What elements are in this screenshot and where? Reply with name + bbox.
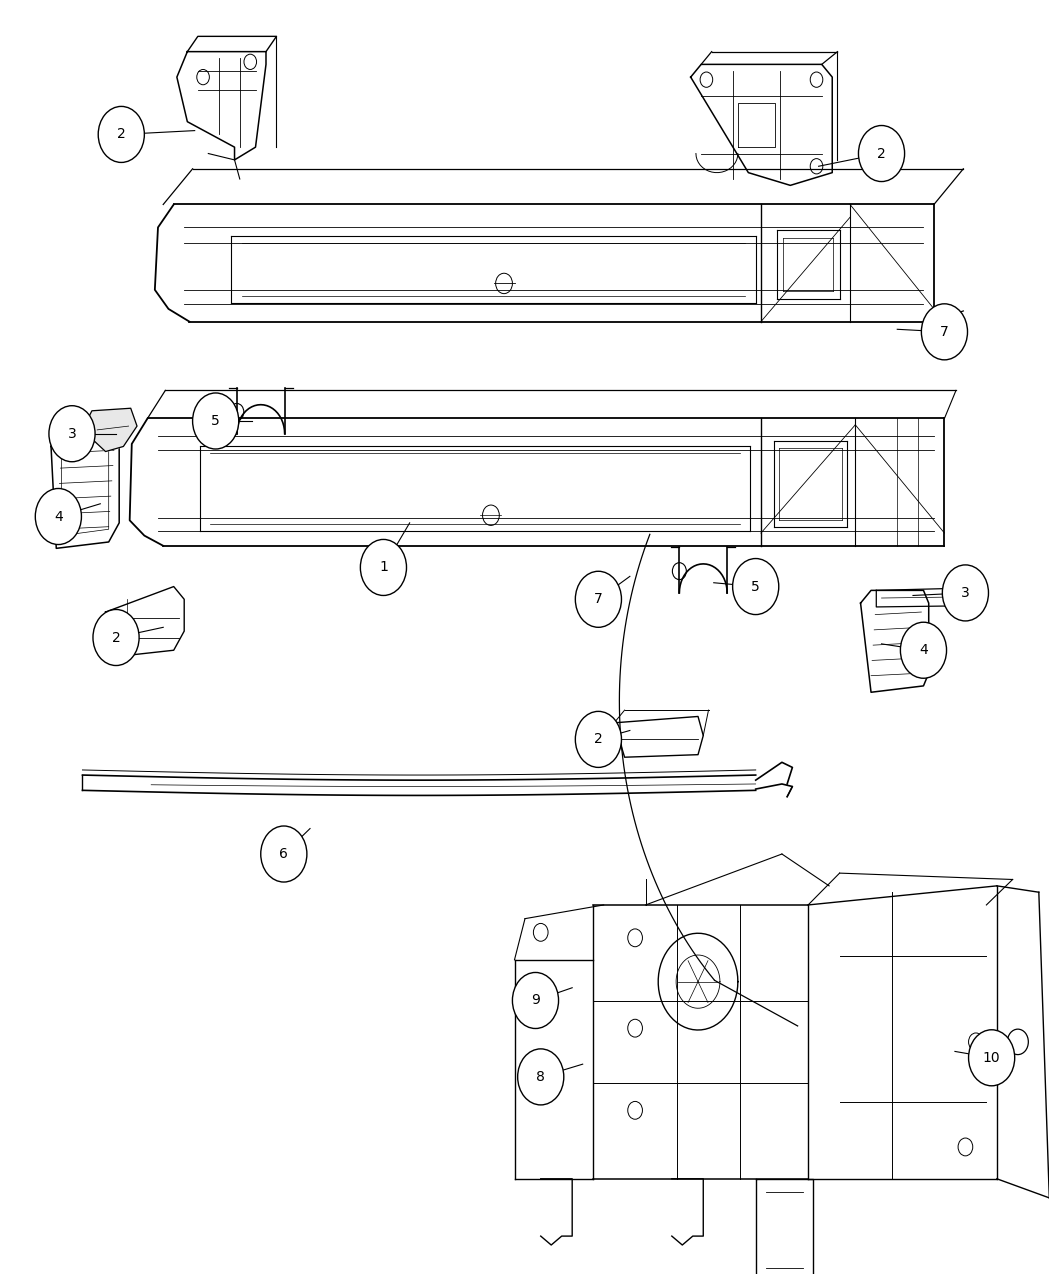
Circle shape xyxy=(942,565,988,621)
Circle shape xyxy=(192,393,238,449)
Text: 7: 7 xyxy=(940,325,949,339)
Circle shape xyxy=(901,622,946,678)
Text: 2: 2 xyxy=(594,732,603,746)
Text: 3: 3 xyxy=(961,586,970,601)
Text: 4: 4 xyxy=(919,643,928,657)
Circle shape xyxy=(968,1033,983,1051)
Circle shape xyxy=(1007,1029,1028,1054)
Circle shape xyxy=(575,571,622,627)
Text: 10: 10 xyxy=(983,1051,1001,1065)
Text: 2: 2 xyxy=(111,631,121,644)
Circle shape xyxy=(518,1049,564,1105)
Text: 7: 7 xyxy=(594,593,603,607)
Circle shape xyxy=(628,1019,643,1037)
Circle shape xyxy=(733,558,779,615)
Circle shape xyxy=(575,711,622,768)
Text: 5: 5 xyxy=(211,414,220,428)
Circle shape xyxy=(922,303,967,360)
Circle shape xyxy=(360,539,406,595)
Circle shape xyxy=(99,106,144,162)
Text: 5: 5 xyxy=(752,580,760,594)
Text: 6: 6 xyxy=(279,847,289,861)
Circle shape xyxy=(859,125,905,181)
Circle shape xyxy=(93,609,139,666)
Text: 8: 8 xyxy=(537,1070,545,1084)
Circle shape xyxy=(628,929,643,947)
Text: 1: 1 xyxy=(379,561,387,575)
Polygon shape xyxy=(87,408,136,451)
Text: 2: 2 xyxy=(877,147,886,161)
Circle shape xyxy=(533,1000,548,1017)
Circle shape xyxy=(260,826,307,882)
Circle shape xyxy=(968,1030,1014,1086)
Text: 3: 3 xyxy=(67,427,77,441)
Text: 2: 2 xyxy=(117,128,126,142)
Circle shape xyxy=(36,488,82,544)
Circle shape xyxy=(533,923,548,941)
Text: 4: 4 xyxy=(54,510,63,524)
Circle shape xyxy=(49,405,96,462)
Circle shape xyxy=(958,1139,972,1156)
Text: 9: 9 xyxy=(531,993,540,1007)
Circle shape xyxy=(628,1102,643,1119)
Circle shape xyxy=(512,973,559,1029)
